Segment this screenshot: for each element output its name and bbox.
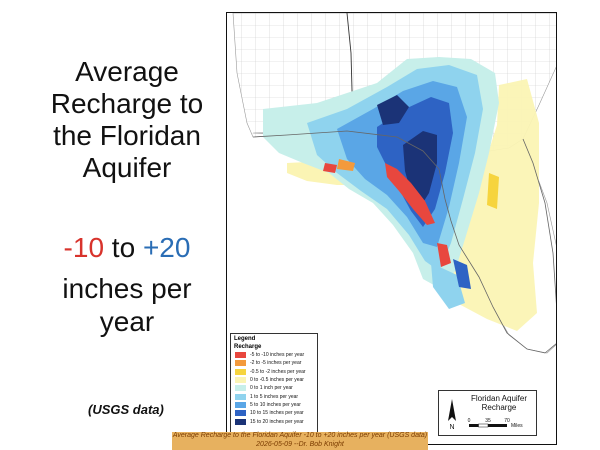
scale-unit: Miles <box>511 423 523 429</box>
legend-title: Legend <box>234 336 256 342</box>
range-high: +20 <box>142 232 191 263</box>
slide-title: Average Recharge to the Floridan Aquifer <box>22 56 232 184</box>
recharge-zone <box>385 163 435 225</box>
info-title-line: Floridan Aquifer <box>470 394 528 403</box>
legend-item: 0 to -0.5 inches per year <box>231 376 317 384</box>
range-low: -10 <box>63 232 105 263</box>
legend-swatch <box>235 360 246 367</box>
caption-line: 2026-05-09 --Dr. Bob Knight <box>256 440 344 448</box>
legend-item: 5 to 10 inches per year <box>231 401 317 409</box>
recharge-range: -10 to +20 <box>22 232 232 264</box>
legend-subtitle: Recharge <box>234 344 262 350</box>
legend-item: 1 to 5 inches per year <box>231 392 317 400</box>
legend-swatch <box>235 352 246 359</box>
recharge-zone <box>453 259 471 289</box>
range-units: inches per year <box>22 272 232 338</box>
legend-label: -5 to -10 inches per year <box>250 352 305 359</box>
scale-tick: 0 <box>468 418 471 424</box>
recharge-zone <box>437 243 451 267</box>
legend-label: 0 to -0.5 inches per year <box>250 377 304 384</box>
map-info-box: N Floridan Aquifer Recharge 0 35 70 Mile… <box>438 390 537 436</box>
info-title-line: Recharge <box>481 403 517 412</box>
legend-swatch <box>235 377 246 384</box>
legend-swatch <box>235 401 246 408</box>
caption-line: Average Recharge to the Floridan Aquifer… <box>172 432 428 439</box>
units-line: inches per <box>62 273 192 304</box>
legend-label: 15 to 20 inches per year <box>250 418 304 425</box>
legend-swatch <box>235 393 246 400</box>
units-line: year <box>99 306 155 337</box>
north-arrow-icon: N <box>448 399 456 431</box>
florida-coastline <box>522 138 556 305</box>
recharge-zone <box>431 263 465 309</box>
range-to: to <box>104 232 143 263</box>
info-title: Floridan Aquifer Recharge <box>463 394 535 412</box>
florida-coastline <box>252 130 556 354</box>
map-canvas <box>232 13 556 354</box>
legend-item: 10 to 15 inches per year <box>231 409 317 417</box>
title-line: Average <box>75 56 179 87</box>
legend-item: -2 to -5 inches per year <box>231 359 317 367</box>
north-label: N <box>449 424 454 431</box>
title-line: Aquifer <box>82 152 172 183</box>
legend-swatch <box>235 410 246 417</box>
legend-swatch <box>235 418 246 425</box>
legend-label: 1 to 5 inches per year <box>250 393 299 400</box>
legend-item: 0 to 1 inch per year <box>231 384 317 392</box>
legend-swatch <box>235 368 246 375</box>
title-line: Recharge to <box>50 88 204 119</box>
recharge-zone <box>337 159 355 171</box>
recharge-zone <box>487 173 499 209</box>
scale-tick: 35 <box>485 418 491 424</box>
image-caption: Average Recharge to the Floridan Aquifer… <box>172 432 428 450</box>
legend-label: 0 to 1 inch per year <box>250 385 293 392</box>
legend-label: -2 to -5 inches per year <box>250 360 302 367</box>
scale-tick: 70 <box>504 418 510 424</box>
legend-item: 15 to 20 inches per year <box>231 417 317 425</box>
legend-swatch <box>235 385 246 392</box>
florida-recharge-map <box>226 12 557 445</box>
map-legend: Legend Recharge -5 to -10 inches per yea… <box>230 333 318 433</box>
scale-bar: 0 35 70 Miles <box>468 418 524 429</box>
legend-item: -0.5 to -2 inches per year <box>231 368 317 376</box>
recharge-zone <box>377 95 409 125</box>
legend-item: -5 to -10 inches per year <box>231 351 317 359</box>
legend-label: -0.5 to -2 inches per year <box>250 368 306 375</box>
legend-label: 10 to 15 inches per year <box>250 410 304 417</box>
data-source: (USGS data) <box>88 402 164 417</box>
legend-label: 5 to 10 inches per year <box>250 401 301 408</box>
recharge-zone <box>323 163 337 173</box>
title-line: the Floridan <box>53 120 201 151</box>
